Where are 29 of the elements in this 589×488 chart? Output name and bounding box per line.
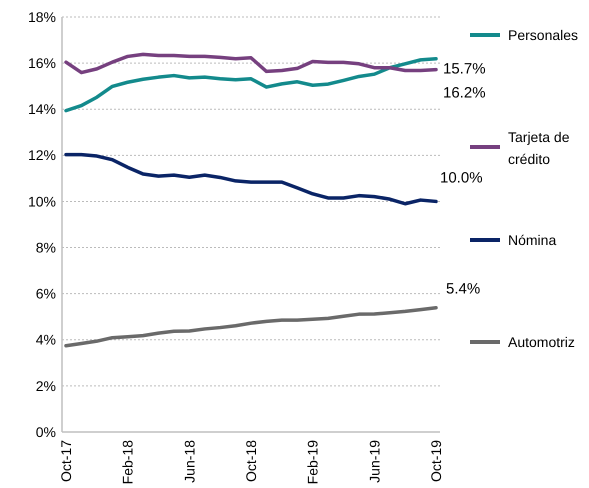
y-tick-label: 12% <box>28 147 56 164</box>
legend-label: Nómina <box>508 232 556 248</box>
annotation: 10.0% <box>440 169 483 186</box>
legend-label: Personales <box>508 26 578 43</box>
y-tick-label: 14% <box>28 101 56 118</box>
x-tick-label: Feb-19 <box>304 440 321 484</box>
text: 5.4% <box>446 280 480 298</box>
legend-label: Automotriz <box>508 334 575 350</box>
x-tick-label: Oct-19 <box>428 440 444 482</box>
legend-label: Tarjeta de crédito <box>508 128 570 167</box>
y-tick-label: 0% <box>36 424 56 440</box>
line-series <box>64 56 438 112</box>
line-series <box>64 52 438 74</box>
x-tick-label: Jun-19 <box>366 440 382 483</box>
line-series <box>64 306 438 348</box>
y-tick-label: 2% <box>36 378 56 394</box>
line-series <box>64 152 438 206</box>
x-tick-label: Oct-17 <box>58 440 74 482</box>
x-tick-label: Jun-18 <box>181 440 198 483</box>
y-tick-label: 16% <box>28 55 56 72</box>
text: 15.7% <box>443 60 486 78</box>
y-tick-label: 18% <box>28 8 56 25</box>
x-tick-label: Oct-18 <box>243 440 259 482</box>
y-tick-label: 4% <box>36 332 56 348</box>
text: 16.2% <box>443 84 486 102</box>
y-tick-label: 6% <box>36 286 56 302</box>
y-tick-label: 10% <box>28 193 56 210</box>
x-tick-label: Feb-18 <box>120 440 136 484</box>
y-tick-label: 8% <box>36 239 56 256</box>
